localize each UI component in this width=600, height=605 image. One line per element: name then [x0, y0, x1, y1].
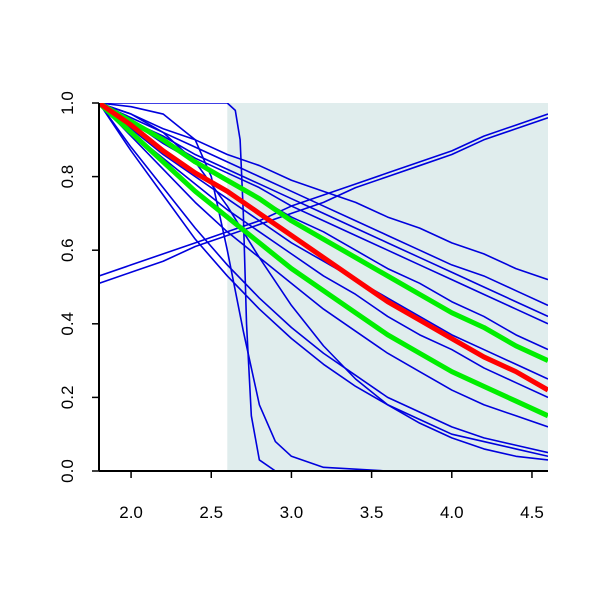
- series-line: [99, 103, 548, 393]
- series-line: [99, 103, 548, 307]
- series-line: [99, 113, 548, 277]
- series-line: [99, 116, 548, 285]
- y-tick-label: 0.0: [58, 459, 77, 483]
- series-line: [99, 103, 548, 471]
- series-line: [99, 103, 548, 380]
- shaded-region: [227, 103, 548, 471]
- series-line: [99, 103, 548, 419]
- x-tick-label: 4.5: [520, 503, 544, 522]
- series-line: [99, 103, 548, 281]
- x-tick-label: 3.5: [360, 503, 384, 522]
- series-line: [99, 103, 548, 399]
- y-tick-label: 0.8: [58, 165, 77, 189]
- x-tick-label: 2.5: [199, 503, 223, 522]
- x-tick-label: 3.0: [280, 503, 304, 522]
- series-line: [99, 103, 548, 454]
- series-line: [99, 103, 548, 363]
- series-line: [99, 103, 548, 428]
- x-tick-label: 4.0: [440, 503, 464, 522]
- y-tick-label: 0.6: [58, 238, 77, 262]
- series-line: [99, 103, 548, 461]
- y-tick-label: 1.0: [58, 91, 77, 115]
- plot-area: [99, 103, 548, 471]
- y-tick-label: 0.2: [58, 386, 77, 410]
- series-line: [99, 103, 548, 458]
- series-line: [99, 103, 548, 471]
- x-tick-label: 2.0: [119, 503, 143, 522]
- axes: 2.0 2.5 3.0 3.5 4.0 4.5 0.0 0.2 0.4 0.6 0.8 1.0: [58, 91, 548, 522]
- y-tick-label: 0.4: [58, 312, 77, 336]
